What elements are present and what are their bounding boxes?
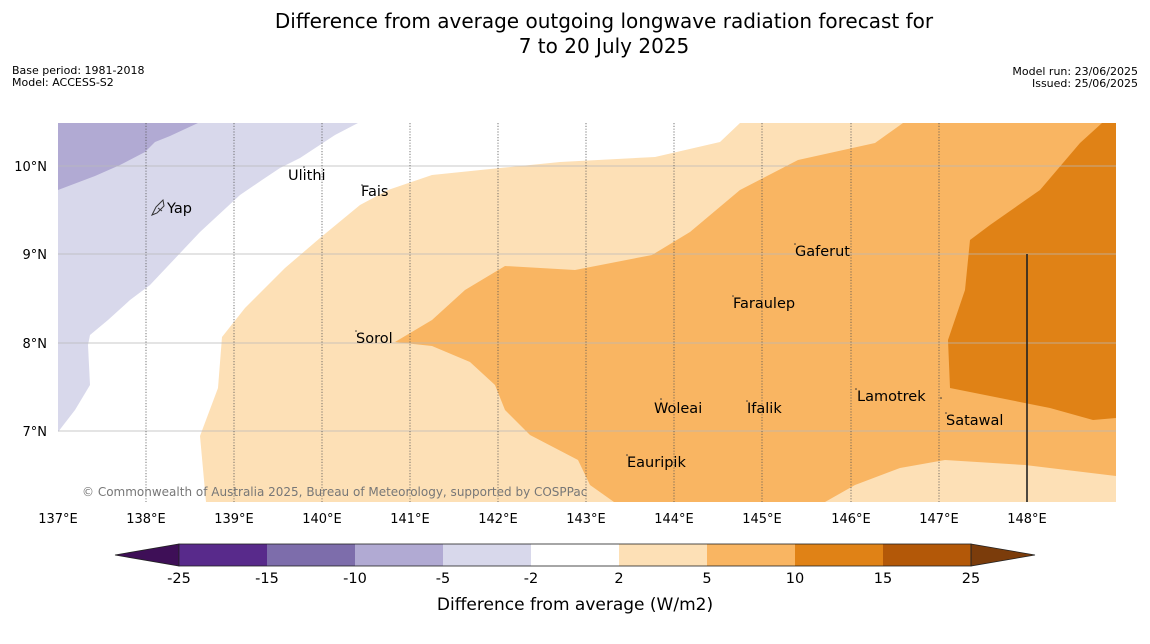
place-satawal: Satawal (946, 413, 1003, 429)
place-fais: Fais (361, 184, 388, 200)
colorbar-label-10: 10 (786, 571, 804, 587)
colorbar-label-minus10: -10 (343, 571, 367, 587)
colorbar-swatch-8 (795, 544, 883, 566)
colorbar-label-minus15: -15 (255, 571, 279, 587)
place-lamotrek: Lamotrek (857, 389, 926, 405)
lon-tick-145e: 145°E (742, 512, 782, 527)
lon-tick-138e: 138°E (126, 512, 166, 527)
lon-tick-141e: 141°E (390, 512, 430, 527)
region-plus5-plus10 (395, 123, 1116, 502)
colorbar-label-25: 25 (962, 571, 980, 587)
colorbar-swatch-6 (619, 544, 707, 566)
colorbar-title: Difference from average (W/m2) (437, 595, 713, 615)
yap-island-shape (150, 198, 165, 216)
lat-tick-labels: 10°N 9°N 8°N 7°N (14, 160, 47, 440)
lon-tick-148e: 148°E (1007, 512, 1047, 527)
map-title: Difference from average outgoing longwav… (0, 9, 1150, 59)
lat-tick-9n: 9°N (23, 248, 48, 263)
title-line-1: Difference from average outgoing longwav… (274, 9, 934, 33)
lon-tick-142e: 142°E (478, 512, 518, 527)
place-eauripik: Eauripik (627, 455, 686, 471)
colorbar-extend-high (970, 543, 1036, 567)
colorbar-swatch-3 (355, 544, 443, 566)
region-plus10-plus15 (948, 123, 1116, 420)
place-yap: Yap (166, 201, 192, 217)
lon-tick-143e: 143°E (566, 512, 606, 527)
lat-tick-7n: 7°N (23, 425, 48, 440)
colorbar: -25 -15 -10 -5 -2 2 5 10 15 25 Differenc… (114, 543, 1036, 615)
lat-tick-8n: 8°N (23, 337, 48, 352)
place-gaferut: Gaferut (795, 244, 850, 260)
model-run: Model run: 23/06/2025 (1012, 65, 1138, 78)
lat-tick-10n: 10°N (14, 160, 47, 175)
model-name: Model: ACCESS-S2 (12, 76, 114, 89)
base-period: Base period: 1981-2018 (12, 64, 145, 77)
colorbar-swatch-4 (443, 544, 531, 566)
meta-right: Model run: 23/06/2025 Issued: 25/06/2025 (1012, 66, 1138, 90)
lon-tick-139e: 139°E (214, 512, 254, 527)
place-sorol: Sorol (356, 331, 393, 347)
place-woleai: Woleai (654, 401, 702, 417)
colorbar-swatch-7 (707, 544, 795, 566)
colorbar-label-minus25: -25 (167, 571, 191, 587)
colorbar-swatch-1 (179, 544, 267, 566)
colorbar-labels: -25 -15 -10 -5 -2 2 5 10 15 25 (167, 571, 980, 587)
colorbar-label-minus2: -2 (524, 571, 538, 587)
place-labels: Ulithi Fais Yap Gaferut Faraulep Sorol L… (166, 168, 1003, 471)
colorbar-label-2: 2 (614, 571, 623, 587)
issued-date: Issued: 25/06/2025 (1031, 77, 1138, 90)
place-ifalik: Ifalik (747, 401, 782, 417)
colorbar-label-minus5: -5 (436, 571, 450, 587)
copyright-note: © Commonwealth of Australia 2025, Bureau… (82, 485, 587, 499)
colorbar-swatch-5 (531, 544, 619, 566)
place-faraulep: Faraulep (733, 296, 795, 312)
colorbar-label-5: 5 (702, 571, 711, 587)
colorbar-frame (178, 543, 972, 567)
lon-tick-144e: 144°E (654, 512, 694, 527)
place-ulithi: Ulithi (288, 168, 326, 184)
colorbar-swatch-2 (267, 544, 355, 566)
meta-left: Base period: 1981-2018 Model: ACCESS-S2 (12, 65, 144, 89)
title-line-2: 7 to 20 July 2025 (518, 34, 690, 58)
island-dots (303, 166, 947, 456)
lon-tick-146e: 146°E (831, 512, 871, 527)
lon-tick-137e: 137°E (38, 512, 78, 527)
lon-tick-147e: 147°E (919, 512, 959, 527)
colorbar-label-15: 15 (874, 571, 892, 587)
colorbar-swatch-9 (883, 544, 971, 566)
region-minus10-minus5 (58, 123, 198, 190)
colorbar-extend-low (114, 543, 180, 567)
lon-tick-labels: 137°E 138°E 139°E 140°E 141°E 142°E 143°… (38, 512, 1047, 527)
lon-tick-140e: 140°E (302, 512, 342, 527)
map-area: Ulithi Fais Yap Gaferut Faraulep Sorol L… (58, 123, 1116, 502)
region-minus5-minus2 (58, 123, 358, 432)
